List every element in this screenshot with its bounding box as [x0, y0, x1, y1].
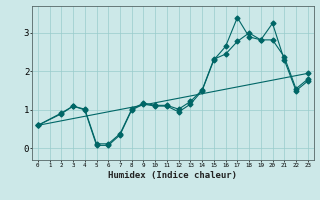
X-axis label: Humidex (Indice chaleur): Humidex (Indice chaleur): [108, 171, 237, 180]
